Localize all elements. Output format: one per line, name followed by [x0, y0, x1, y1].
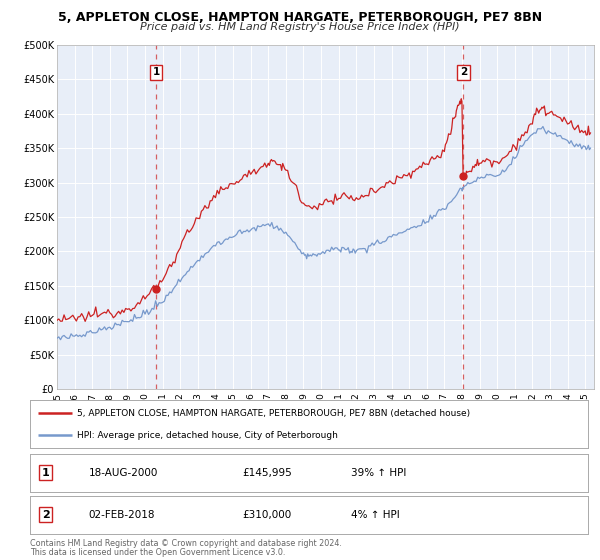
- Text: HPI: Average price, detached house, City of Peterborough: HPI: Average price, detached house, City…: [77, 431, 338, 440]
- Text: £145,995: £145,995: [242, 468, 292, 478]
- Text: This data is licensed under the Open Government Licence v3.0.: This data is licensed under the Open Gov…: [30, 548, 286, 557]
- Text: Price paid vs. HM Land Registry's House Price Index (HPI): Price paid vs. HM Land Registry's House …: [140, 22, 460, 32]
- Text: 1: 1: [152, 67, 160, 77]
- Text: 5, APPLETON CLOSE, HAMPTON HARGATE, PETERBOROUGH, PE7 8BN (detached house): 5, APPLETON CLOSE, HAMPTON HARGATE, PETE…: [77, 409, 470, 418]
- Text: Contains HM Land Registry data © Crown copyright and database right 2024.: Contains HM Land Registry data © Crown c…: [30, 539, 342, 548]
- Text: 1: 1: [42, 468, 49, 478]
- Text: 5, APPLETON CLOSE, HAMPTON HARGATE, PETERBOROUGH, PE7 8BN: 5, APPLETON CLOSE, HAMPTON HARGATE, PETE…: [58, 11, 542, 24]
- Text: 2: 2: [42, 510, 49, 520]
- Text: 2: 2: [460, 67, 467, 77]
- Text: 18-AUG-2000: 18-AUG-2000: [89, 468, 158, 478]
- Text: £310,000: £310,000: [242, 510, 291, 520]
- Text: 02-FEB-2018: 02-FEB-2018: [89, 510, 155, 520]
- Text: 39% ↑ HPI: 39% ↑ HPI: [351, 468, 406, 478]
- Text: 4% ↑ HPI: 4% ↑ HPI: [351, 510, 400, 520]
